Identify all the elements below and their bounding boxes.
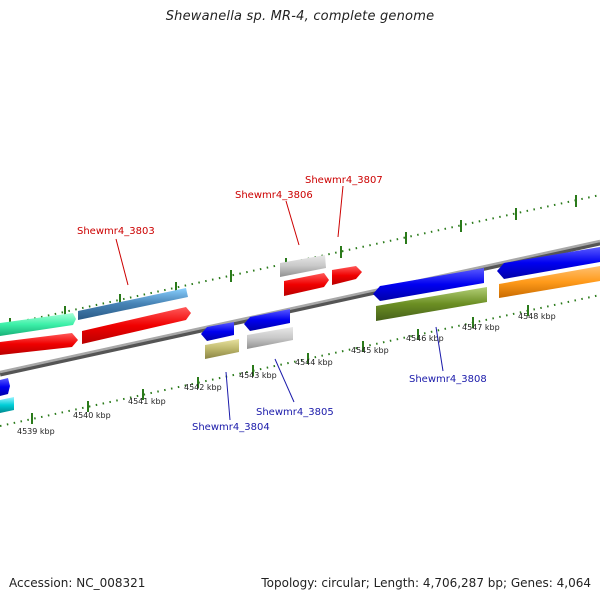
tick-label-4539: 4539 kbp [17, 427, 55, 436]
gene-shewmr4-3806[interactable] [280, 255, 326, 277]
gene-blue-4543[interactable] [244, 309, 290, 331]
gene-shewmr4-3804[interactable] [205, 339, 239, 359]
gene-cyan-left-edge[interactable] [0, 397, 14, 413]
tick-label-4547: 4547 kbp [462, 323, 500, 332]
backbone [0, 239, 600, 374]
label-shewmr4-3807[interactable]: Shewmr4_3807 [305, 175, 383, 186]
callout-lines [115, 185, 444, 421]
map-title: Shewanella sp. MR-4, complete genome [165, 9, 435, 24]
gene-shewmr4-3805[interactable] [247, 327, 293, 349]
gene-mint[interactable] [0, 313, 76, 336]
gene-shewmr4-3807[interactable] [332, 266, 362, 285]
gene-blue-4546[interactable] [373, 268, 484, 301]
gene-blue-4548[interactable] [497, 247, 600, 279]
tick-label-4540: 4540 kbp [73, 411, 111, 420]
label-shewmr4-3808[interactable]: Shewmr4_3808 [409, 374, 487, 385]
gene-shewmr4-3806-red[interactable] [284, 273, 329, 296]
backbone-shadow [0, 240, 600, 377]
upper-dotted-track [0, 194, 600, 327]
gene-red-left[interactable] [0, 333, 78, 355]
lower-dotted-track [0, 294, 600, 427]
gene-orange-4548[interactable] [499, 266, 600, 298]
tick-label-4548: 4548 kbp [518, 312, 556, 321]
label-shewmr4-3806[interactable]: Shewmr4_3806 [235, 190, 313, 201]
gene-red-long[interactable] [82, 307, 191, 344]
gene-shewmr4-3808[interactable] [376, 287, 487, 321]
label-shewmr4-3803[interactable]: Shewmr4_3803 [77, 226, 155, 237]
tick-label-4546: 4546 kbp [406, 334, 444, 343]
reverse-genes [0, 247, 600, 413]
lower-major-ticks [31, 305, 529, 424]
tick-label-4541: 4541 kbp [128, 397, 166, 406]
accession-text: Accession: NC_008321 [9, 576, 146, 590]
label-shewmr4-3805[interactable]: Shewmr4_3805 [256, 407, 334, 418]
gene-shewmr4-3803[interactable] [78, 288, 188, 320]
genome-summary-text: Topology: circular; Length: 4,706,287 bp… [261, 576, 591, 590]
forward-genes [0, 255, 362, 355]
gene-blue-left-edge[interactable] [0, 378, 10, 396]
gene-blue-4542[interactable] [201, 322, 234, 341]
tick-label-4545: 4545 kbp [351, 346, 389, 355]
tick-label-4543: 4543 kbp [239, 371, 277, 380]
tick-label-4544: 4544 kbp [295, 358, 333, 367]
tick-label-4542: 4542 kbp [184, 383, 222, 392]
label-shewmr4-3804[interactable]: Shewmr4_3804 [192, 422, 270, 433]
